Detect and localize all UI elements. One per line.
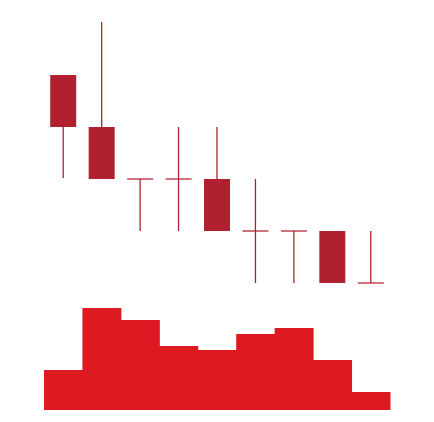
candle-body xyxy=(204,179,230,231)
volume-bar xyxy=(313,360,353,410)
volume-bar xyxy=(236,334,276,410)
candle-body xyxy=(50,75,77,127)
candle-body xyxy=(319,231,346,283)
candle-body xyxy=(88,127,115,179)
volume-bar xyxy=(82,308,122,410)
volume-bar xyxy=(159,346,199,410)
volume-bar xyxy=(351,392,391,410)
volume-bar xyxy=(120,320,160,410)
volume-bar xyxy=(274,328,314,410)
volume-bar xyxy=(197,350,237,410)
volume-bar xyxy=(44,370,83,410)
